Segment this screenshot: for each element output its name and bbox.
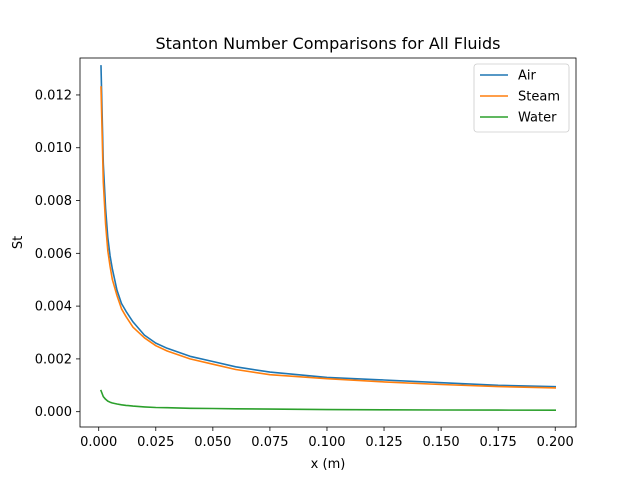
x-tick-label: 0.125 — [365, 435, 402, 450]
x-tick-label: 0.050 — [194, 435, 231, 450]
x-tick-label: 0.200 — [537, 435, 574, 450]
plot-frame — [79, 57, 577, 428]
legend-label-water: Water — [518, 111, 557, 126]
legend-label-steam: Steam — [518, 90, 560, 105]
y-tick-label: 0.002 — [35, 352, 72, 367]
series-line-water — [99, 389, 557, 412]
legend-box — [473, 63, 570, 133]
y-axis-label: St — [11, 236, 26, 249]
series-layer — [99, 65, 557, 412]
x-axis-label: x (m) — [311, 457, 346, 472]
series-line-air — [100, 65, 557, 388]
chart-title: Stanton Number Comparisons for All Fluid… — [156, 34, 501, 53]
legend: Air Steam Water — [473, 63, 570, 133]
y-tick-label: 0.008 — [35, 194, 72, 209]
y-tick-label: 0.010 — [35, 141, 72, 156]
y-tick-label: 0.006 — [35, 247, 72, 262]
y-tick-label: 0.000 — [35, 405, 72, 420]
y-tick-label: 0.012 — [35, 88, 72, 103]
y-tick-label: 0.004 — [35, 300, 72, 315]
x-tick-label: 0.100 — [308, 435, 345, 450]
x-tick-label: 0.150 — [422, 435, 459, 450]
axes-layer: 0.000 0.025 0.050 0.075 0.100 0.125 0.150 0.175… — [35, 88, 574, 450]
x-tick-label: 0.000 — [80, 435, 117, 450]
x-tick-label: 0.075 — [251, 435, 288, 450]
series-line-steam — [100, 86, 557, 389]
x-tick-label: 0.025 — [137, 435, 174, 450]
legend-label-air: Air — [518, 69, 537, 84]
x-tick-label: 0.175 — [480, 435, 517, 450]
